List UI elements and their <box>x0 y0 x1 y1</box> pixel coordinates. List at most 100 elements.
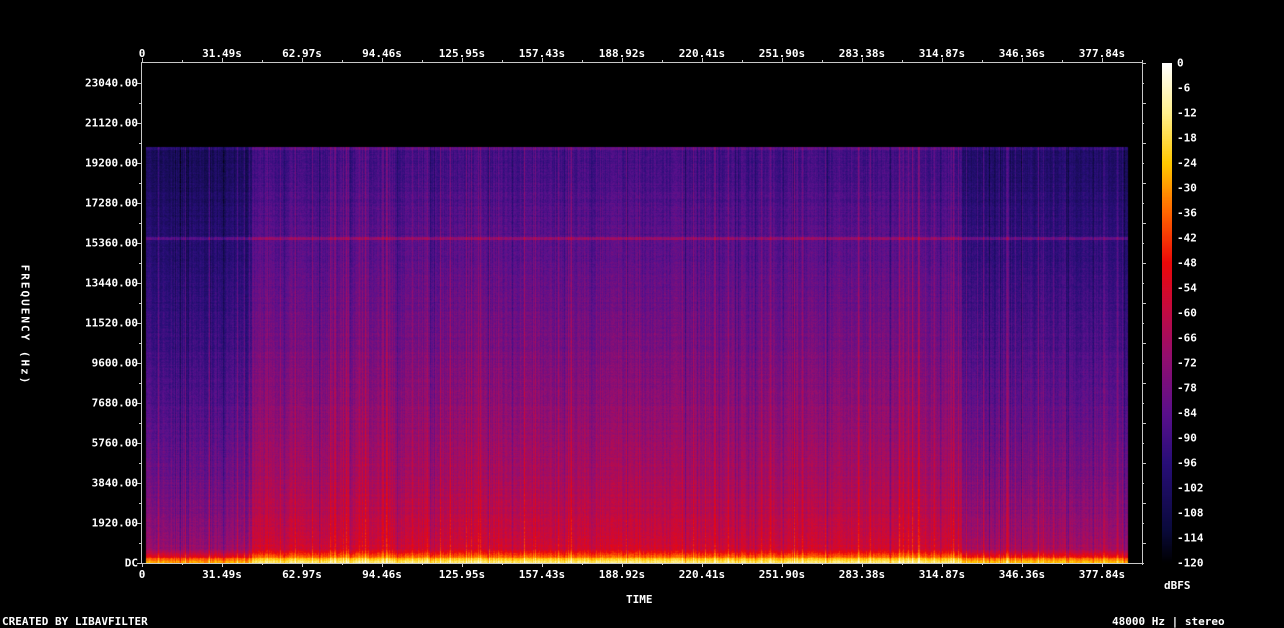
colorbar-tick-label: -102 <box>1177 481 1204 495</box>
x-tick <box>541 563 543 567</box>
y-right-tick <box>1142 263 1146 264</box>
y-minor-tick <box>139 423 141 424</box>
y-right-tick <box>1142 423 1146 424</box>
y-right-tick <box>1142 383 1146 384</box>
x-tick <box>301 563 303 567</box>
y-minor-tick <box>139 223 141 224</box>
colorbar-tick-label: -42 <box>1177 231 1197 245</box>
spectrogram-image <box>142 63 1142 563</box>
colorbar-tick-label: -54 <box>1177 281 1197 295</box>
y-right-tick <box>1142 363 1144 364</box>
y-right-tick <box>1142 163 1144 164</box>
y-tick <box>137 323 141 324</box>
x-tick <box>781 58 783 62</box>
colorbar-tick-label: -66 <box>1177 331 1197 345</box>
x-tick <box>941 563 943 567</box>
x-tick <box>142 563 143 567</box>
x-tick-label: 62.97s <box>282 47 322 60</box>
x-tick-label: 157.43s <box>518 568 566 581</box>
y-tick-label: 5760.00 <box>91 436 138 450</box>
x-tick <box>301 58 303 62</box>
x-tick-label: 188.92s <box>598 47 646 60</box>
y-right-tick <box>1142 443 1144 444</box>
x-tick-label: 0 <box>138 47 146 60</box>
x-tick <box>621 58 623 62</box>
y-tick-label: 7680.00 <box>91 396 138 410</box>
x-tick-label: 346.36s <box>998 568 1046 581</box>
x-minor-tick <box>501 563 503 565</box>
y-tick-label: 19200.00 <box>85 156 138 170</box>
x-tick-label: 94.46s <box>362 47 402 60</box>
y-minor-tick <box>139 343 141 344</box>
x-minor-tick <box>981 60 983 62</box>
y-right-tick <box>1142 543 1146 544</box>
y-tick <box>137 403 141 404</box>
x-minor-tick <box>421 60 423 62</box>
x-minor-tick <box>981 563 983 565</box>
x-minor-tick <box>1141 60 1143 62</box>
y-minor-tick <box>139 543 141 544</box>
colorbar-tick-label: -36 <box>1177 206 1197 220</box>
x-minor-tick <box>741 60 743 62</box>
footer-credit: CREATED BY LIBAVFILTER <box>2 615 148 628</box>
x-tick <box>941 58 943 62</box>
x-minor-tick <box>262 60 263 62</box>
x-minor-tick <box>421 563 423 565</box>
x-tick-label: 31.49s <box>202 47 242 60</box>
x-minor-tick <box>341 563 343 565</box>
y-minor-tick <box>139 263 141 264</box>
y-right-tick <box>1142 63 1146 64</box>
x-tick <box>861 563 863 567</box>
x-tick-label: 377.84s <box>1078 47 1126 60</box>
x-tick-label: 283.38s <box>838 568 886 581</box>
x-tick <box>142 58 143 62</box>
y-tick <box>137 163 141 164</box>
colorbar-tick-label: -78 <box>1177 381 1197 395</box>
colorbar-tick-label: -60 <box>1177 306 1197 320</box>
colorbar-tick-label: -72 <box>1177 356 1197 370</box>
y-right-tick <box>1142 83 1144 84</box>
y-right-tick <box>1142 103 1146 104</box>
x-tick-label: 94.46s <box>362 568 402 581</box>
x-tick-label: 157.43s <box>518 47 566 60</box>
y-tick <box>137 243 141 244</box>
y-tick <box>137 283 141 284</box>
y-right-tick <box>1142 463 1146 464</box>
x-tick <box>381 58 383 62</box>
x-minor-tick <box>741 563 743 565</box>
colorbar-tick-label: -96 <box>1177 456 1197 470</box>
plot-frame <box>141 62 1143 564</box>
y-right-tick <box>1142 563 1144 564</box>
y-minor-tick <box>139 143 141 144</box>
y-right-tick <box>1142 123 1144 124</box>
colorbar-tick-label: -48 <box>1177 256 1197 270</box>
x-tick <box>541 58 543 62</box>
x-minor-tick <box>341 60 343 62</box>
x-axis-title: TIME <box>626 593 653 606</box>
x-tick-label: 283.38s <box>838 47 886 60</box>
x-tick <box>701 563 703 567</box>
y-tick-label: 21120.00 <box>85 116 138 130</box>
x-minor-tick <box>821 563 823 565</box>
y-right-tick <box>1142 303 1146 304</box>
y-minor-tick <box>139 303 141 304</box>
y-tick-label: 17280.00 <box>85 196 138 210</box>
colorbar-tick-label: -84 <box>1177 406 1197 420</box>
x-tick-label: 220.41s <box>678 47 726 60</box>
x-minor-tick <box>182 60 183 62</box>
x-tick <box>1101 58 1103 62</box>
x-tick-label: 251.90s <box>758 568 806 581</box>
colorbar <box>1162 63 1172 563</box>
x-tick-label: 125.95s <box>438 568 486 581</box>
x-tick <box>861 58 863 62</box>
x-minor-tick <box>661 563 663 565</box>
x-tick <box>461 58 463 62</box>
y-minor-tick <box>139 503 141 504</box>
y-right-tick <box>1142 403 1144 404</box>
y-right-tick <box>1142 183 1146 184</box>
y-right-tick <box>1142 323 1144 324</box>
colorbar-tick-label: 0 <box>1177 56 1184 70</box>
colorbar-tick-label: -108 <box>1177 506 1204 520</box>
colorbar-tick-label: -90 <box>1177 431 1197 445</box>
colorbar-tick-label: -24 <box>1177 156 1197 170</box>
